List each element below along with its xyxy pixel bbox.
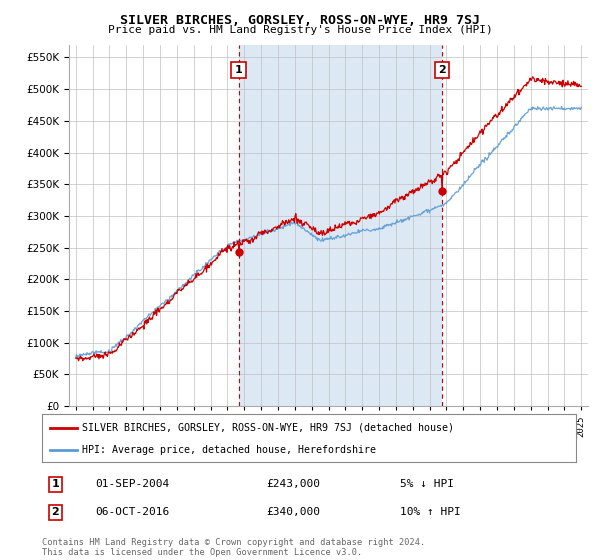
Text: Contains HM Land Registry data © Crown copyright and database right 2024.
This d: Contains HM Land Registry data © Crown c… (42, 538, 425, 557)
Text: 1: 1 (235, 65, 242, 75)
Text: SILVER BIRCHES, GORSLEY, ROSS-ON-WYE, HR9 7SJ (detached house): SILVER BIRCHES, GORSLEY, ROSS-ON-WYE, HR… (82, 423, 454, 433)
Text: SILVER BIRCHES, GORSLEY, ROSS-ON-WYE, HR9 7SJ: SILVER BIRCHES, GORSLEY, ROSS-ON-WYE, HR… (120, 14, 480, 27)
Text: HPI: Average price, detached house, Herefordshire: HPI: Average price, detached house, Here… (82, 445, 376, 455)
Text: £340,000: £340,000 (266, 507, 320, 517)
Bar (239, 45, 442, 406)
Text: £243,000: £243,000 (266, 479, 320, 489)
Text: Price paid vs. HM Land Registry's House Price Index (HPI): Price paid vs. HM Land Registry's House … (107, 25, 493, 35)
Text: 10% ↑ HPI: 10% ↑ HPI (400, 507, 461, 517)
Text: 1: 1 (52, 479, 59, 489)
Text: 2: 2 (439, 65, 446, 75)
Text: 5% ↓ HPI: 5% ↓ HPI (400, 479, 454, 489)
Text: 01-SEP-2004: 01-SEP-2004 (95, 479, 170, 489)
Text: 2: 2 (52, 507, 59, 517)
Text: 06-OCT-2016: 06-OCT-2016 (95, 507, 170, 517)
